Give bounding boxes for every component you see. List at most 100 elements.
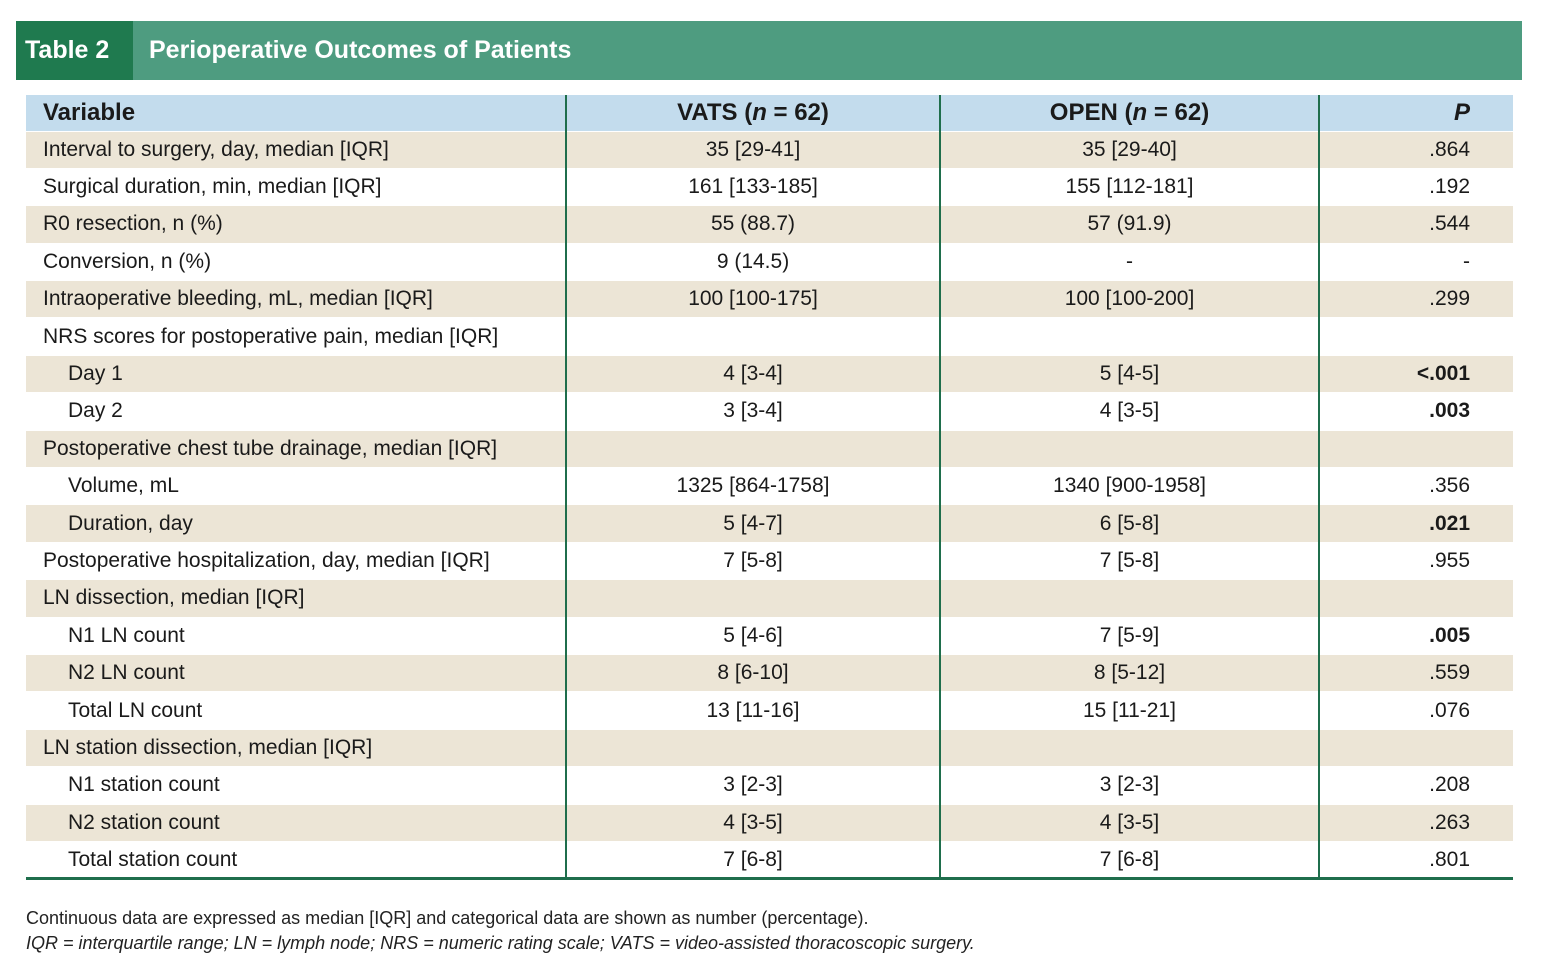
- cell-p-value: .544: [1318, 205, 1513, 244]
- footnote-abbreviations: IQR = interquartile range; LN = lymph no…: [26, 933, 975, 953]
- table-number-label: Table 2: [16, 21, 133, 80]
- cell-p-value: .192: [1318, 168, 1513, 207]
- cell-p-value: .356: [1318, 467, 1513, 506]
- cell-vats: 13 [11-16]: [565, 691, 940, 730]
- cell-open: 155 [112-181]: [939, 168, 1319, 207]
- cell-open: [939, 729, 1319, 768]
- cell-open: 35 [29-40]: [939, 131, 1319, 169]
- table-row: Volume, mL 1325 [864-1758] 1340 [900-1958]…: [26, 467, 1513, 506]
- cell-vats: 9 (14.5): [565, 243, 940, 282]
- table-row: N2 LN count 8 [6-10] 8 [5-12] .559: [26, 654, 1513, 693]
- cell-variable: NRS scores for postoperative pain, media…: [26, 317, 566, 356]
- cell-vats: 5 [4-6]: [565, 617, 940, 655]
- cell-p-value: [1318, 430, 1513, 469]
- table-row: Total LN count 13 [11-16] 15 [11-21] .076: [26, 691, 1513, 730]
- cell-p-value: [1318, 579, 1513, 618]
- cell-variable: Intraoperative bleeding, mL, median [IQR…: [26, 280, 566, 319]
- header-p: P: [1318, 95, 1513, 132]
- cell-variable: Day 1: [26, 355, 566, 394]
- cell-open: [939, 317, 1319, 356]
- cell-p-value: .263: [1318, 804, 1513, 842]
- cell-open: 7 [6-8]: [939, 841, 1319, 881]
- cell-vats: 7 [6-8]: [565, 841, 940, 881]
- cell-vats: 4 [3-5]: [565, 804, 940, 842]
- cell-vats: 100 [100-175]: [565, 280, 940, 319]
- cell-open: 4 [3-5]: [939, 392, 1319, 431]
- cell-vats: 3 [2-3]: [565, 766, 940, 805]
- cell-vats: [565, 579, 940, 618]
- cell-vats: [565, 430, 940, 469]
- cell-open: [939, 579, 1319, 618]
- cell-p-value: .208: [1318, 766, 1513, 805]
- footnote-line-1: Continuous data are expressed as median …: [26, 908, 869, 928]
- cell-open: [939, 430, 1319, 469]
- cell-vats: 55 (88.7): [565, 205, 940, 244]
- table-footnote: Continuous data are expressed as median …: [26, 906, 975, 956]
- table-row: NRS scores for postoperative pain, media…: [26, 317, 1513, 356]
- table-row: Interval to surgery, day, median [IQR] 35…: [26, 131, 1513, 169]
- cell-variable: LN station dissection, median [IQR]: [26, 729, 566, 768]
- table-row: LN station dissection, median [IQR]: [26, 729, 1513, 768]
- cell-open: 100 [100-200]: [939, 280, 1319, 319]
- table-row: N2 station count 4 [3-5] 4 [3-5] .263: [26, 804, 1513, 842]
- cell-vats: 5 [4-7]: [565, 504, 940, 543]
- cell-p-value: <.001: [1318, 355, 1513, 394]
- table-row: Conversion, n (%) 9 (14.5) - -: [26, 243, 1513, 282]
- table-row: Postoperative chest tube drainage, media…: [26, 430, 1513, 469]
- header-vats: VATS (n = 62): [565, 95, 940, 132]
- cell-vats: [565, 317, 940, 356]
- cell-vats: 4 [3-4]: [565, 355, 940, 394]
- outcomes-table: Variable VATS (n = 62) OPEN (n = 62) P I…: [26, 95, 1513, 881]
- table-row: Duration, day 5 [4-7] 6 [5-8] .021: [26, 504, 1513, 543]
- cell-variable: Duration, day: [26, 504, 566, 543]
- cell-p-value: .955: [1318, 542, 1513, 581]
- cell-p-value: .559: [1318, 654, 1513, 693]
- table-row: Surgical duration, min, median [IQR] 161 …: [26, 168, 1513, 207]
- table-row: LN dissection, median [IQR]: [26, 579, 1513, 618]
- cell-p-value: .021: [1318, 504, 1513, 543]
- cell-vats: 8 [6-10]: [565, 654, 940, 693]
- cell-open: -: [939, 243, 1319, 282]
- cell-open: 6 [5-8]: [939, 504, 1319, 543]
- cell-variable: Surgical duration, min, median [IQR]: [26, 168, 566, 207]
- header-variable: Variable: [26, 95, 566, 132]
- table-row: Postoperative hospitalization, day, medi…: [26, 542, 1513, 581]
- cell-vats: 35 [29-41]: [565, 131, 940, 169]
- cell-vats: 7 [5-8]: [565, 542, 940, 581]
- cell-variable: Total LN count: [26, 691, 566, 730]
- table-title-bar: Table 2 Perioperative Outcomes of Patien…: [16, 21, 1522, 80]
- table-title: Perioperative Outcomes of Patients: [149, 36, 572, 64]
- cell-open: 1340 [900-1958]: [939, 467, 1319, 506]
- cell-open: 7 [5-8]: [939, 542, 1319, 581]
- table-row: N1 station count 3 [2-3] 3 [2-3] .208: [26, 766, 1513, 805]
- cell-variable: Interval to surgery, day, median [IQR]: [26, 131, 566, 169]
- cell-open: 7 [5-9]: [939, 617, 1319, 655]
- cell-vats: 1325 [864-1758]: [565, 467, 940, 506]
- cell-p-value: .003: [1318, 392, 1513, 431]
- cell-vats: [565, 729, 940, 768]
- cell-p-value: .299: [1318, 280, 1513, 319]
- cell-variable: N2 LN count: [26, 654, 566, 693]
- cell-variable: Volume, mL: [26, 467, 566, 506]
- header-open: OPEN (n = 62): [939, 95, 1319, 132]
- table-row: R0 resection, n (%) 55 (88.7) 57 (91.9) .54…: [26, 205, 1513, 244]
- cell-variable: Conversion, n (%): [26, 243, 566, 282]
- cell-variable: LN dissection, median [IQR]: [26, 579, 566, 618]
- table-row: Total station count 7 [6-8] 7 [6-8] .801: [26, 841, 1513, 881]
- table-row: N1 LN count 5 [4-6] 7 [5-9] .005: [26, 617, 1513, 655]
- cell-open: 57 (91.9): [939, 205, 1319, 244]
- cell-variable: Day 2: [26, 392, 566, 431]
- cell-variable: Postoperative hospitalization, day, medi…: [26, 542, 566, 581]
- cell-p-value: .076: [1318, 691, 1513, 730]
- cell-vats: 3 [3-4]: [565, 392, 940, 431]
- cell-variable: Total station count: [26, 841, 566, 881]
- cell-open: 3 [2-3]: [939, 766, 1319, 805]
- cell-variable: N1 station count: [26, 766, 566, 805]
- cell-variable: N1 LN count: [26, 617, 566, 655]
- cell-open: 4 [3-5]: [939, 804, 1319, 842]
- cell-variable: R0 resection, n (%): [26, 205, 566, 244]
- cell-p-value: [1318, 317, 1513, 356]
- cell-open: 15 [11-21]: [939, 691, 1319, 730]
